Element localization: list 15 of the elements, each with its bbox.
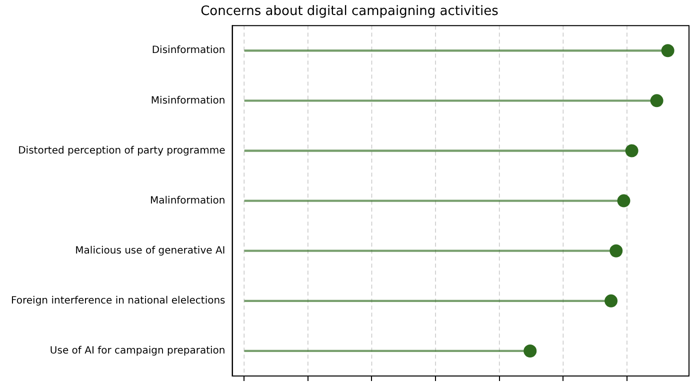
point xyxy=(604,294,618,308)
y-tick-label: Disinformation xyxy=(152,45,226,56)
point xyxy=(610,244,623,258)
y-tick-label: Malicious use of generative AI xyxy=(75,245,226,256)
y-tick-label: Use of AI for campaign preparation xyxy=(50,346,226,357)
point xyxy=(625,144,638,158)
y-tick-label: Distorted perception of party programme xyxy=(18,145,226,156)
point xyxy=(650,94,664,108)
point xyxy=(661,44,674,58)
chart-title: Concerns about digital campaigning activities xyxy=(200,4,499,20)
point xyxy=(617,194,630,208)
y-tick-label: Foreign interference in national elelections xyxy=(10,296,226,307)
y-tick-label: Malinformation xyxy=(150,195,226,206)
point xyxy=(524,344,537,358)
y-tick-label: Misinformation xyxy=(150,95,226,106)
